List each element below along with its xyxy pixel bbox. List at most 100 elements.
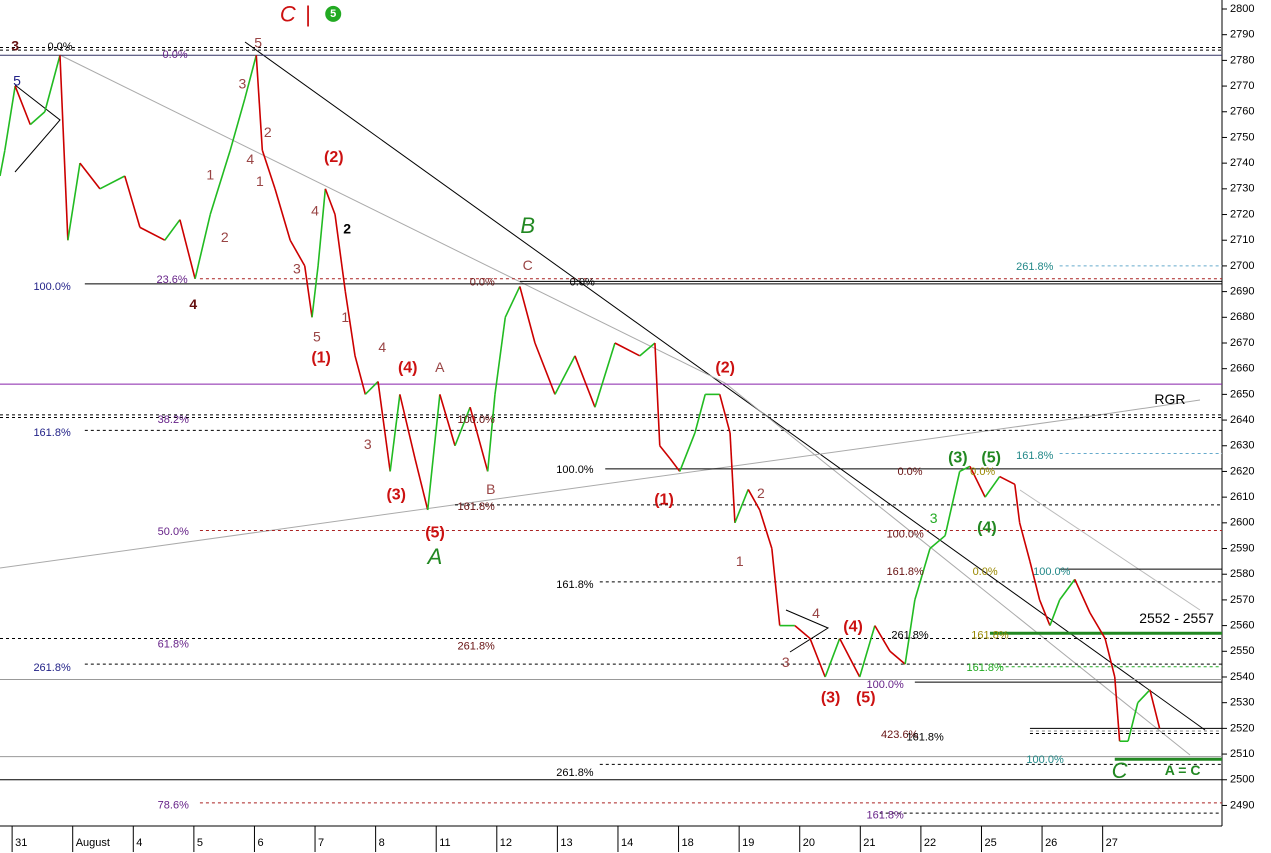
price-segment — [999, 475, 1016, 486]
price-segment — [274, 188, 291, 241]
x-tick-label: 26 — [1045, 837, 1057, 849]
y-tick-label: 2660 — [1230, 363, 1254, 375]
annotation: 2 — [264, 124, 272, 140]
price-segment — [324, 188, 336, 215]
annotation: 2 — [221, 229, 229, 245]
annotation: 5 — [13, 73, 21, 89]
annotation: 4 — [812, 605, 820, 621]
price-segment — [29, 111, 46, 126]
annotation: 0.0% — [47, 41, 72, 53]
price-segment — [1014, 484, 1021, 523]
y-tick-label: 2730 — [1230, 183, 1254, 195]
price-segment — [504, 286, 521, 318]
y-tick-label: 2600 — [1230, 517, 1254, 529]
y-tick-label: 2790 — [1230, 29, 1254, 41]
price-segment — [4, 85, 16, 151]
y-tick-label: 2690 — [1230, 286, 1254, 298]
price-segment — [255, 55, 264, 151]
annotation: 100.0% — [1026, 754, 1064, 766]
annotation: 0.0% — [897, 466, 922, 478]
price-segment — [1018, 522, 1031, 562]
y-tick-label: 2800 — [1230, 3, 1254, 15]
triangle — [785, 609, 830, 653]
price-segment — [124, 175, 141, 228]
annotation: 4 — [378, 339, 386, 355]
annotation: (5) — [425, 525, 445, 542]
annotation: 261.8% — [556, 767, 594, 779]
x-tick-label: 22 — [924, 837, 936, 849]
y-tick-label: 2510 — [1230, 748, 1254, 760]
y-tick-label: 2710 — [1230, 234, 1254, 246]
y-tick-label: 2700 — [1230, 260, 1254, 272]
annotation: 0.0% — [973, 566, 998, 578]
annotation: (4) — [398, 359, 418, 376]
price-segment — [261, 150, 276, 190]
x-tick-label: August — [76, 837, 110, 849]
price-segment — [659, 445, 671, 460]
annotation: B — [486, 481, 495, 497]
annotation: RGR — [1154, 391, 1185, 407]
annotation: 261.8% — [33, 662, 71, 674]
y-tick-label: 2680 — [1230, 311, 1254, 323]
price-segment — [311, 265, 319, 318]
annotation: C — [280, 2, 296, 27]
annotation: 161.8% — [906, 731, 944, 743]
annotation: 161.8% — [866, 809, 904, 821]
annotation: 100.0% — [556, 464, 594, 476]
price-segment — [486, 394, 496, 472]
y-tick-label: 2630 — [1230, 440, 1254, 452]
annotation: (5) — [981, 449, 1001, 466]
annotation: 100.0% — [458, 414, 496, 426]
price-segment — [0, 150, 6, 177]
annotation: 161.8% — [971, 629, 1009, 641]
price-segment — [194, 214, 212, 279]
price-segment — [747, 489, 761, 511]
annotation: 3 — [930, 510, 938, 526]
price-segment — [389, 394, 401, 472]
price-segment — [289, 239, 306, 267]
price-segment — [1127, 702, 1139, 742]
price-segment — [303, 265, 313, 318]
price-segment — [354, 355, 367, 395]
price-segment — [889, 650, 906, 665]
price-segment — [614, 342, 641, 357]
price-segment — [334, 214, 347, 292]
annotation: 261.8% — [458, 640, 496, 652]
annotation: (1) — [311, 349, 331, 366]
trend-line — [0, 419, 1066, 569]
price-segment — [904, 599, 916, 665]
annotation: 5 — [313, 329, 321, 345]
annotation: 100.0% — [33, 281, 71, 293]
price-segment — [984, 476, 1001, 498]
price-segment — [771, 548, 781, 626]
y-tick-label: 2780 — [1230, 54, 1254, 66]
annotation: 161.8% — [886, 566, 924, 578]
x-tick-label: 14 — [621, 837, 633, 849]
price-segment — [414, 458, 429, 511]
annotation: 1 — [341, 309, 349, 325]
annotation: (4) — [977, 519, 997, 536]
price-segment — [1038, 599, 1051, 626]
y-tick-label: 2490 — [1230, 799, 1254, 811]
price-segment — [969, 465, 986, 498]
price-segment — [1049, 599, 1061, 626]
trend-line — [1019, 489, 1201, 611]
price-segment — [914, 548, 931, 601]
x-tick-label: 31 — [15, 837, 27, 849]
price-segment — [519, 286, 536, 344]
price-segment — [44, 55, 61, 112]
y-tick-label: 2580 — [1230, 568, 1254, 580]
price-segment — [139, 226, 166, 241]
price-segment — [79, 162, 101, 190]
annotation: 0.0% — [163, 49, 188, 61]
price-segment — [639, 342, 656, 357]
annotation: | — [305, 2, 311, 27]
y-tick-label: 2740 — [1230, 157, 1254, 169]
annotation: (1) — [654, 491, 674, 508]
annotation: 3 — [293, 261, 301, 277]
trend-line — [1064, 399, 1201, 421]
price-segment — [794, 624, 811, 640]
annotation: 3 — [11, 38, 19, 54]
price-segment — [1113, 676, 1121, 742]
